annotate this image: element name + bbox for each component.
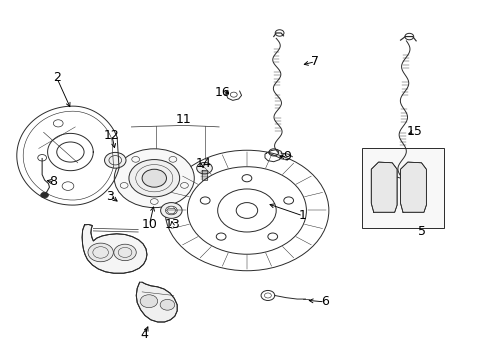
Text: 4: 4 <box>141 328 148 341</box>
Circle shape <box>160 203 182 219</box>
Circle shape <box>160 300 174 310</box>
Circle shape <box>142 169 166 187</box>
Polygon shape <box>136 282 177 322</box>
Text: 14: 14 <box>195 157 210 170</box>
Text: 16: 16 <box>214 86 230 99</box>
Text: 9: 9 <box>283 150 291 163</box>
Text: 13: 13 <box>164 218 180 231</box>
Text: 6: 6 <box>320 296 328 309</box>
Text: 11: 11 <box>175 113 191 126</box>
Text: 12: 12 <box>104 129 120 142</box>
Text: 15: 15 <box>406 125 421 138</box>
Text: 7: 7 <box>310 55 319 68</box>
Polygon shape <box>82 225 147 273</box>
Text: 8: 8 <box>49 175 57 188</box>
Circle shape <box>196 162 212 174</box>
Text: 2: 2 <box>53 71 61 84</box>
Polygon shape <box>400 162 426 212</box>
Polygon shape <box>370 162 396 212</box>
Text: 5: 5 <box>418 225 426 238</box>
Bar <box>361 148 444 228</box>
Text: 3: 3 <box>106 190 114 203</box>
Circle shape <box>114 244 136 261</box>
Circle shape <box>104 152 126 168</box>
Text: 1: 1 <box>299 210 306 222</box>
Text: 10: 10 <box>141 218 157 231</box>
Circle shape <box>140 295 158 308</box>
Circle shape <box>114 149 194 208</box>
Circle shape <box>129 159 179 197</box>
Circle shape <box>41 192 48 198</box>
Circle shape <box>88 243 113 262</box>
